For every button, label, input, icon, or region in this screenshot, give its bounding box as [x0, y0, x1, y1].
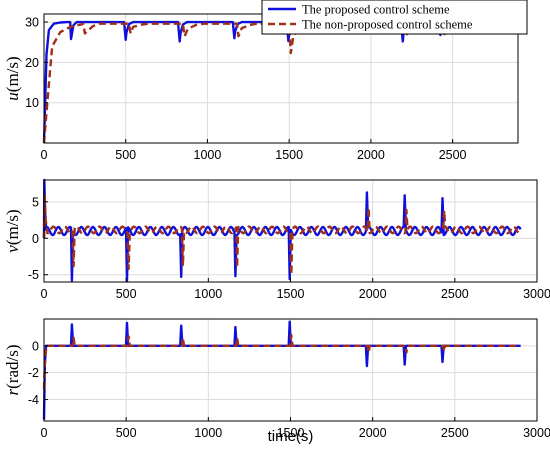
x-tick-label: 500 [116, 426, 137, 440]
series-line-non-proposed [42, 333, 521, 389]
x-tick-label: 0 [41, 148, 48, 162]
x-tick-label: 2000 [359, 426, 387, 440]
y-axis-variable: u [3, 92, 22, 101]
x-tick-label: 1500 [277, 287, 305, 301]
y-axis-label: u(m/s) [3, 56, 22, 100]
y-tick-label: -2 [28, 366, 39, 380]
x-tick-label: 1000 [194, 426, 222, 440]
x-tick-label: 1000 [194, 287, 222, 301]
y-axis-variable: v [3, 245, 22, 253]
y-axis-label: r(rad/s) [3, 345, 22, 396]
legend-label-proposed: The proposed control scheme [302, 3, 450, 17]
y-tick-label: 5 [32, 195, 39, 209]
x-tick-label: 2500 [439, 148, 467, 162]
x-tick-label: 500 [116, 287, 137, 301]
y-tick-label: 10 [25, 96, 39, 110]
y-tick-label: 30 [25, 16, 39, 30]
y-axis-unit: (m/s) [3, 56, 22, 92]
y-axis-unit: (rad/s) [3, 345, 22, 389]
y-tick-label: 20 [25, 56, 39, 70]
y-axis-unit: (m/s) [3, 209, 22, 245]
legend-box [261, 0, 528, 35]
x-tick-label: 0 [41, 426, 48, 440]
y-axis-variable: r [3, 389, 22, 396]
y-axis-label: v(m/s) [3, 209, 22, 252]
x-tick-label: 2000 [359, 287, 387, 301]
x-tick-label: 3000 [523, 287, 550, 301]
y-tick-label: -5 [28, 268, 39, 282]
x-tick-label: 3000 [523, 426, 550, 440]
x-tick-label: 2500 [441, 426, 469, 440]
x-tick-label: 2500 [441, 287, 469, 301]
plot-area [43, 13, 519, 144]
x-tick-label: 0 [41, 287, 48, 301]
y-tick-label: 0 [32, 339, 39, 353]
x-tick-label: 500 [115, 148, 136, 162]
legend-label-non-proposed: The non-proposed control scheme [302, 18, 473, 32]
chart-panel-1: 0 500 1000 1500 2000 2500 10 20 30 u(m/s) The prop… [3, 0, 528, 162]
series-line-proposed [42, 178, 522, 282]
x-tick-label: 1500 [277, 426, 305, 440]
chart-panel-3: 0 500 1000 1500 2000 2500 3000 -4 -2 0 r(rad/s) tim… [3, 318, 550, 445]
series-line-non-proposed [42, 193, 521, 276]
x-axis-label: time(s) [268, 428, 314, 445]
y-tick-label: 0 [32, 232, 39, 246]
x-tick-label: 1000 [194, 148, 222, 162]
x-tick-label: 2000 [357, 148, 385, 162]
y-tick-label: -4 [28, 393, 39, 407]
x-tick-label: 1500 [275, 148, 303, 162]
